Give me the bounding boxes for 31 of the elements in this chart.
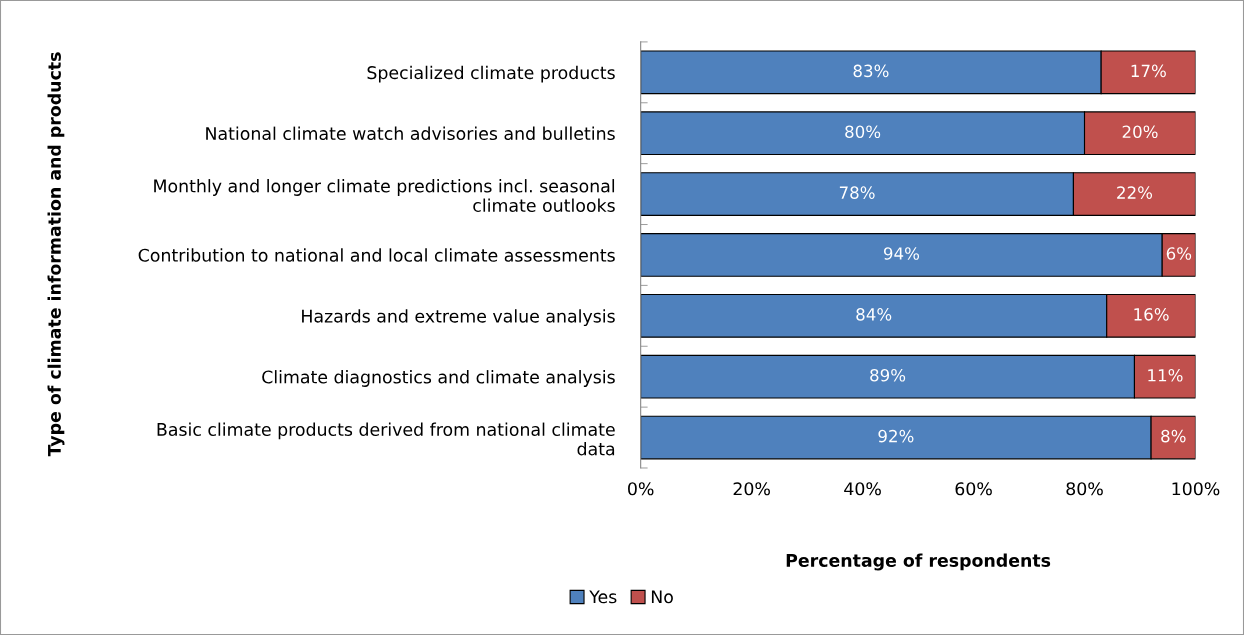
y-tick-label: Monthly and longer climate predictions incl. seasonal climate outlooks	[154, 179, 615, 212]
data-label: 11%	[1148, 368, 1183, 382]
data-label: 8%	[1161, 429, 1186, 443]
x-axis-title: Percentage of respondents	[786, 553, 1051, 571]
y-tick-label: National climate watch advisories and bulletins	[206, 126, 615, 141]
legend-label: No	[651, 590, 673, 604]
data-label: 20%	[1122, 125, 1158, 139]
x-tick-label: 80%	[1066, 482, 1103, 496]
data-label: 89%	[870, 368, 906, 382]
legend-label: Yes	[589, 590, 617, 604]
data-label: 92%	[878, 429, 914, 443]
data-label: 94%	[883, 247, 920, 260]
y-tick-label: Specialized climate products	[367, 65, 615, 83]
y-tick-label: Basic climate products derived from national climate data	[157, 422, 615, 456]
y-tick-label: Contribution to national and local climate assessments	[138, 248, 615, 262]
x-tick-label: 60%	[955, 482, 992, 496]
data-label: 22%	[1117, 186, 1153, 199]
x-tick-label: 0%	[628, 482, 654, 496]
x-tick-label: 100%	[1172, 482, 1220, 496]
data-label: 80%	[845, 125, 881, 139]
x-tick-label: 40%	[844, 482, 881, 496]
data-label: 17%	[1131, 64, 1166, 78]
data-label: 84%	[856, 308, 892, 321]
y-tick-label: Climate diagnostics and climate analysis	[262, 370, 615, 387]
y-axis-title: Type of climate information and products	[47, 52, 65, 457]
data-label: 78%	[839, 186, 875, 199]
y-tick-label: Hazards and extreme value analysis	[302, 309, 615, 327]
data-label: 16%	[1134, 308, 1169, 321]
x-tick-label: 20%	[733, 482, 770, 496]
data-label: 83%	[853, 64, 889, 78]
data-label: 6%	[1166, 247, 1192, 260]
